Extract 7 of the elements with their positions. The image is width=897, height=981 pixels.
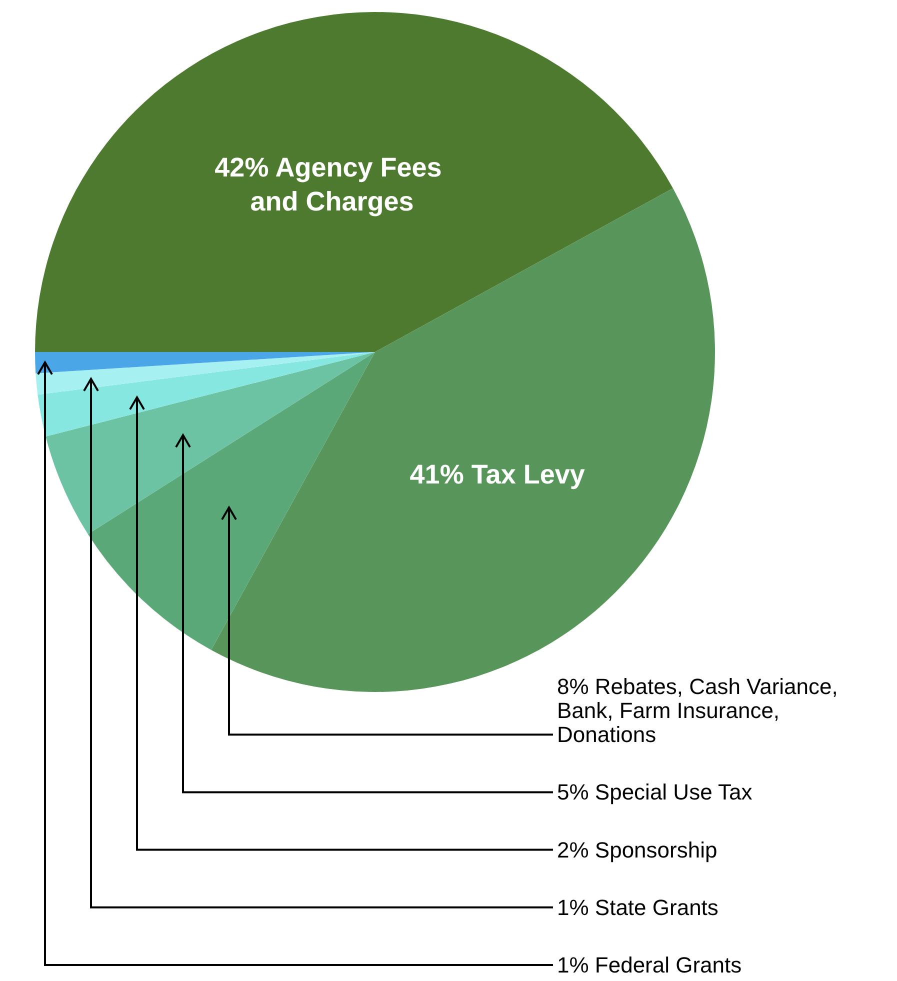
slice-label: 41% Tax Levy <box>410 459 585 490</box>
slice-label: 1% State Grants <box>557 894 718 920</box>
slice-label: 5% Special Use Tax <box>557 780 752 805</box>
slice-label: 1% Federal Grants <box>557 952 742 978</box>
slice-label: 2% Sponsorship <box>557 837 718 862</box>
slice-label: 42% Agency Fees and Charges <box>214 152 450 216</box>
slice-label: 8% Rebates, Cash Variance, Bank, Farm Insurance, Donations <box>557 674 844 748</box>
